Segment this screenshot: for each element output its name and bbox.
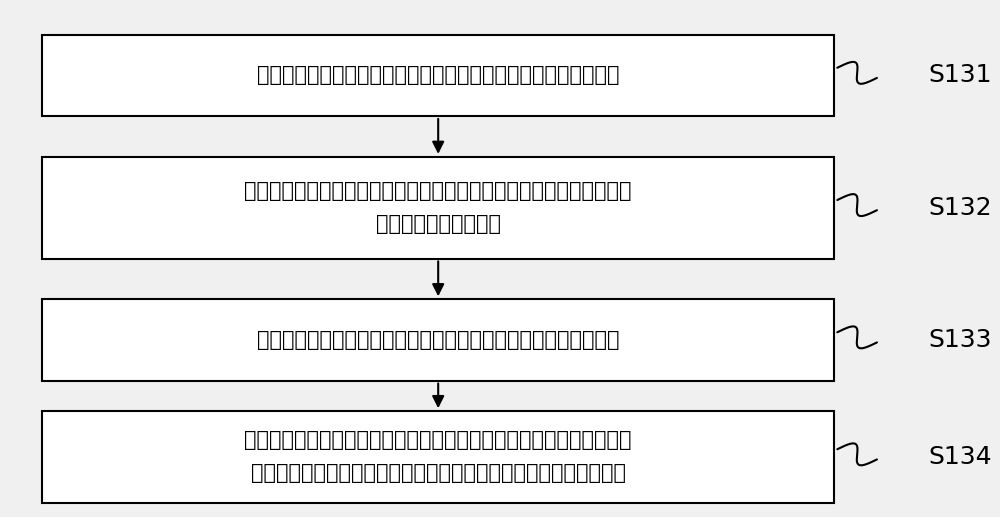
Text: 将所述第一比值和所述第二比值中数值最大的比值与流量因子相乘后进
行限幅计算，以获得前驱回路和后驱回路的冷却液流量分配比例系数: 将所述第一比值和所述第二比值中数值最大的比值与流量因子相乘后进 行限幅计算，以获… <box>244 431 632 483</box>
FancyBboxPatch shape <box>42 299 834 381</box>
Text: S134: S134 <box>929 445 992 469</box>
Text: 根据限幅计算后的所述第三比值以及所述环境温度，获取流量因子: 根据限幅计算后的所述第三比值以及所述环境温度，获取流量因子 <box>257 330 619 350</box>
Text: S132: S132 <box>929 195 992 220</box>
Text: 分别获取所述前电机和所述后电机的冷却液入口温度以及环境温度: 分别获取所述前电机和所述后电机的冷却液入口温度以及环境温度 <box>257 65 619 85</box>
Text: S131: S131 <box>929 64 992 87</box>
FancyBboxPatch shape <box>42 35 834 116</box>
FancyBboxPatch shape <box>42 157 834 258</box>
Text: S133: S133 <box>929 328 992 352</box>
Text: 计算所述前电机和所述后电机的冷却液入口温度的第三比值，并将所述
第三比值进行限幅计算: 计算所述前电机和所述后电机的冷却液入口温度的第三比值，并将所述 第三比值进行限幅… <box>244 181 632 234</box>
FancyBboxPatch shape <box>42 411 834 503</box>
